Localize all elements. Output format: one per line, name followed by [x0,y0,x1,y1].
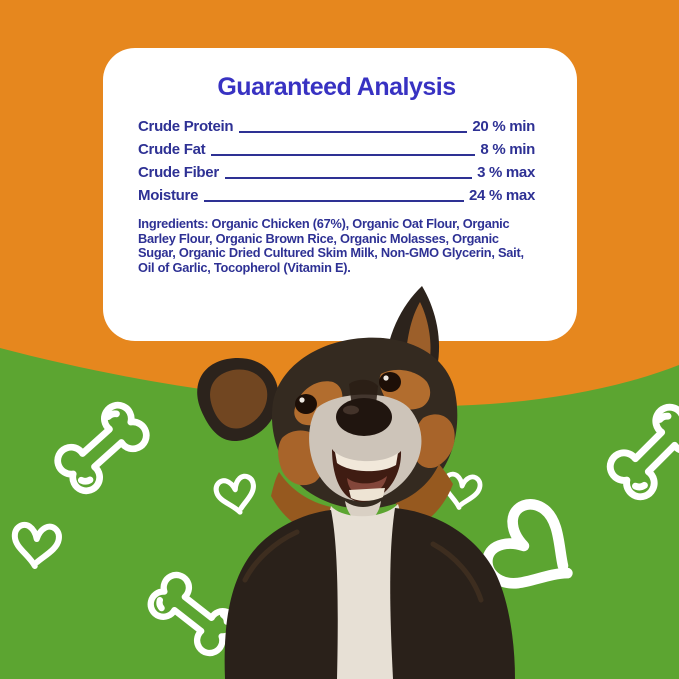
ingredients-label: Ingredients: [138,216,209,231]
ingredients-text: Organic Chicken (67%), Organic Oat Flour… [138,216,524,275]
row-label: Moisture [138,187,199,204]
dog-nose [336,398,392,436]
dog-chest [319,504,413,679]
dog-teeth [335,452,398,472]
row-value: 3 % max [477,164,535,181]
row-value: 8 % min [480,141,535,158]
leader-line [211,153,476,156]
row-label: Crude Fat [138,141,206,158]
row-label: Crude Protein [138,118,234,135]
row-value: 20 % min [472,118,535,135]
dog-eyes [295,372,401,414]
row-value: 24 % max [469,187,535,204]
panel-title: Guaranteed Analysis [217,73,456,101]
dog-head [271,337,458,522]
row-label: Crude Fiber [138,164,219,181]
dog-photo [197,286,515,679]
leader-line [204,199,465,202]
guaranteed-analysis-card: Guaranteed Analysis Crude Protein 20 % m… [103,48,577,341]
analysis-row: Crude Protein 20 % min [138,119,535,135]
dog-body [224,464,515,679]
leader-line [239,130,468,133]
analysis-row: Crude Fat 8 % min [138,142,535,158]
leader-line [224,176,473,179]
ingredients-paragraph: Ingredients: Organic Chicken (67%), Orga… [138,216,535,275]
analysis-row: Crude Fiber 3 % max [138,165,535,181]
analysis-row: Moisture 24 % max [138,188,535,204]
analysis-rows: Crude Protein 20 % min Crude Fat 8 % min… [138,119,535,204]
